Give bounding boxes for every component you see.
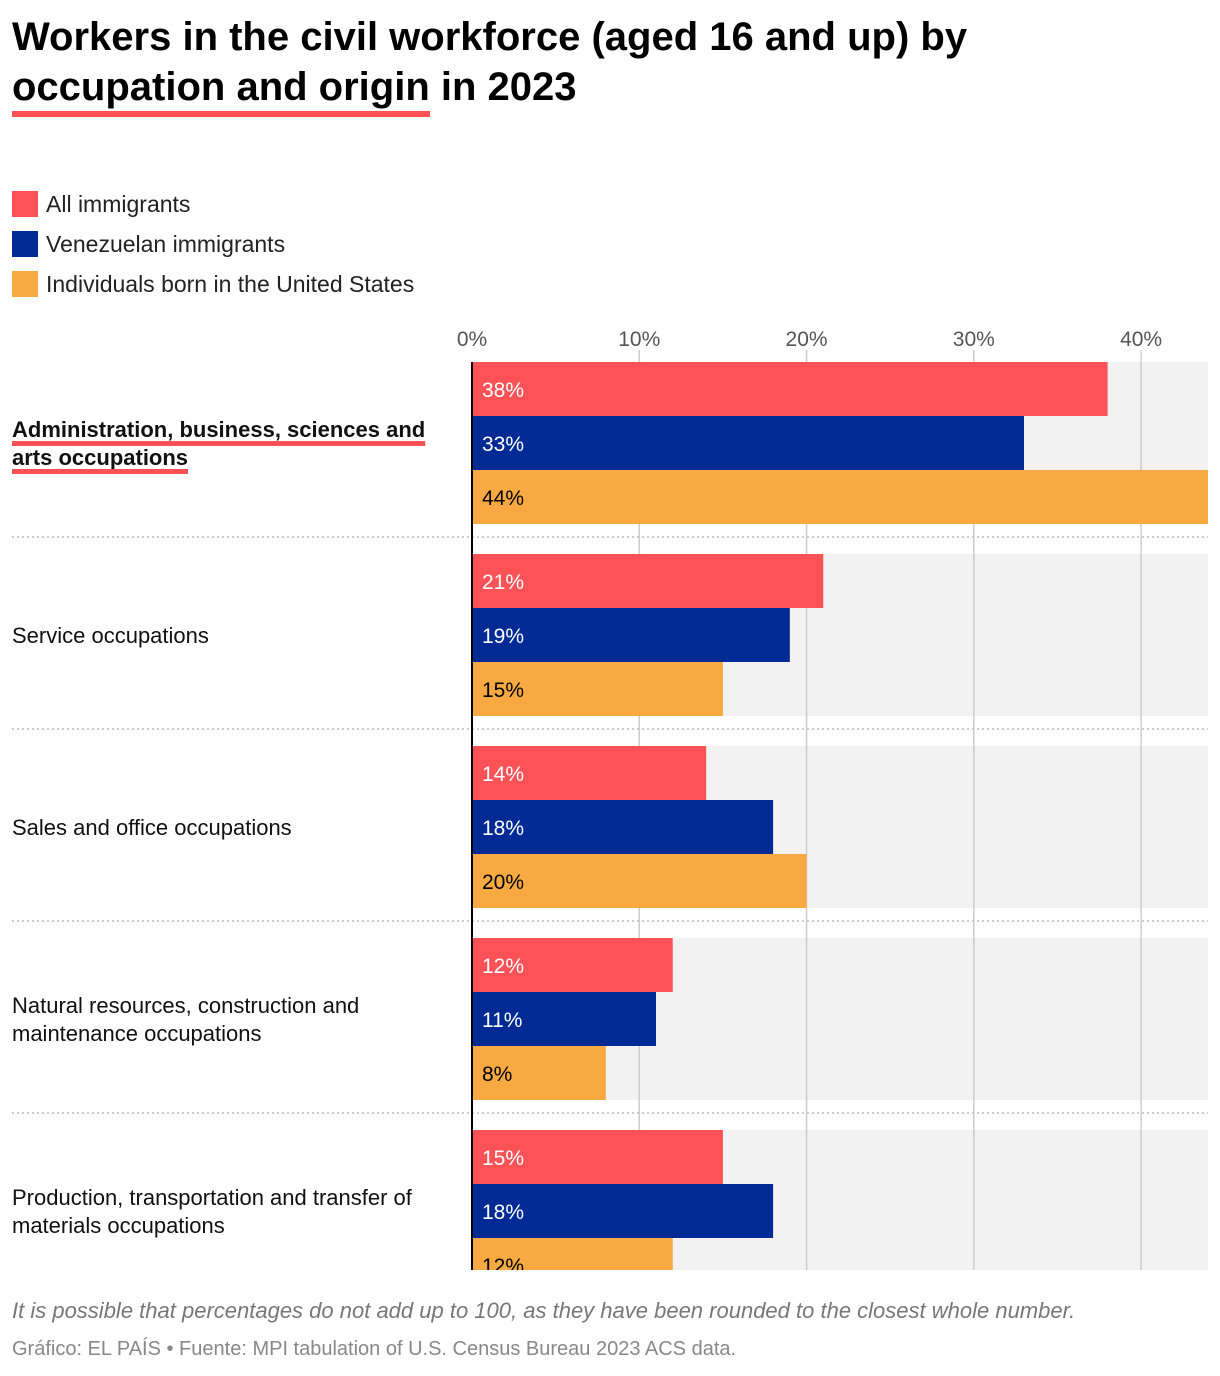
data-label: 20% xyxy=(482,871,524,894)
bar xyxy=(472,1046,606,1100)
title-part1: Workers in the civil workforce (aged 16 … xyxy=(12,15,968,59)
category-highlight-underline xyxy=(12,441,426,446)
data-label: 15% xyxy=(482,679,524,702)
category-label: Service occupations xyxy=(12,623,209,648)
category-highlight-underline xyxy=(12,469,189,474)
category-label: Production, transportation and transfer … xyxy=(12,1185,413,1210)
legend-item-venezuelan: Venezuelan immigrants xyxy=(12,224,414,264)
category-label: arts occupations xyxy=(12,445,188,470)
bar xyxy=(472,992,656,1046)
category-label: Natural resources, construction and xyxy=(12,993,359,1018)
x-tick-label: 10% xyxy=(618,328,660,351)
bar xyxy=(472,1184,774,1238)
legend-swatch-us-born xyxy=(12,271,38,297)
bar xyxy=(472,662,723,716)
bar xyxy=(472,1238,673,1270)
category-label: materials occupations xyxy=(12,1213,225,1238)
bar xyxy=(472,554,824,608)
chart-title: Workers in the civil workforce (aged 16 … xyxy=(12,12,1202,117)
category-label: maintenance occupations xyxy=(12,1021,262,1046)
bar xyxy=(472,800,774,854)
data-label: 33% xyxy=(482,433,524,456)
legend: All immigrants Venezuelan immigrants Ind… xyxy=(12,184,414,304)
legend-swatch-all-immigrants xyxy=(12,191,38,217)
data-label: 15% xyxy=(482,1147,524,1170)
bar xyxy=(472,470,1208,524)
legend-label-venezuelan: Venezuelan immigrants xyxy=(46,230,286,257)
data-label: 18% xyxy=(482,817,524,840)
bar xyxy=(472,854,807,908)
x-tick-label: 20% xyxy=(786,328,828,351)
data-label: 8% xyxy=(482,1063,512,1086)
bar xyxy=(472,1130,723,1184)
category-label: Sales and office occupations xyxy=(12,815,292,840)
title-highlight: occupation and origin xyxy=(12,65,430,117)
legend-label-all-immigrants: All immigrants xyxy=(46,190,191,217)
bar xyxy=(472,938,673,992)
data-label: 44% xyxy=(482,487,524,510)
x-tick-label: 0% xyxy=(457,328,487,351)
legend-item-us-born: Individuals born in the United States xyxy=(12,264,414,304)
title-part2: in 2023 xyxy=(429,65,577,109)
legend-item-all-immigrants: All immigrants xyxy=(12,184,414,224)
category-label: Administration, business, sciences and xyxy=(12,417,425,442)
legend-swatch-venezuelan xyxy=(12,231,38,257)
data-label: 14% xyxy=(482,763,524,786)
legend-label-us-born: Individuals born in the United States xyxy=(46,270,415,297)
bar xyxy=(472,746,707,800)
source-credit: Gráfico: EL PAÍS • Fuente: MPI tabulatio… xyxy=(12,1338,737,1360)
x-tick-label: 30% xyxy=(953,328,995,351)
data-label: 38% xyxy=(482,379,524,402)
data-label: 12% xyxy=(482,955,524,978)
bar xyxy=(472,608,790,662)
x-tick-label: 40% xyxy=(1120,328,1162,351)
data-label: 18% xyxy=(482,1201,524,1224)
data-label: 12% xyxy=(482,1255,524,1270)
data-label: 21% xyxy=(482,571,524,594)
data-label: 19% xyxy=(482,625,524,648)
bar-chart: 0% 10% 20% 30% 40% 38% 33% 44% Administration, b… xyxy=(12,328,1208,1270)
bar xyxy=(472,362,1108,416)
bar xyxy=(472,416,1024,470)
data-label: 11% xyxy=(482,1009,522,1032)
footnote: It is possible that percentages do not a… xyxy=(12,1298,1076,1323)
